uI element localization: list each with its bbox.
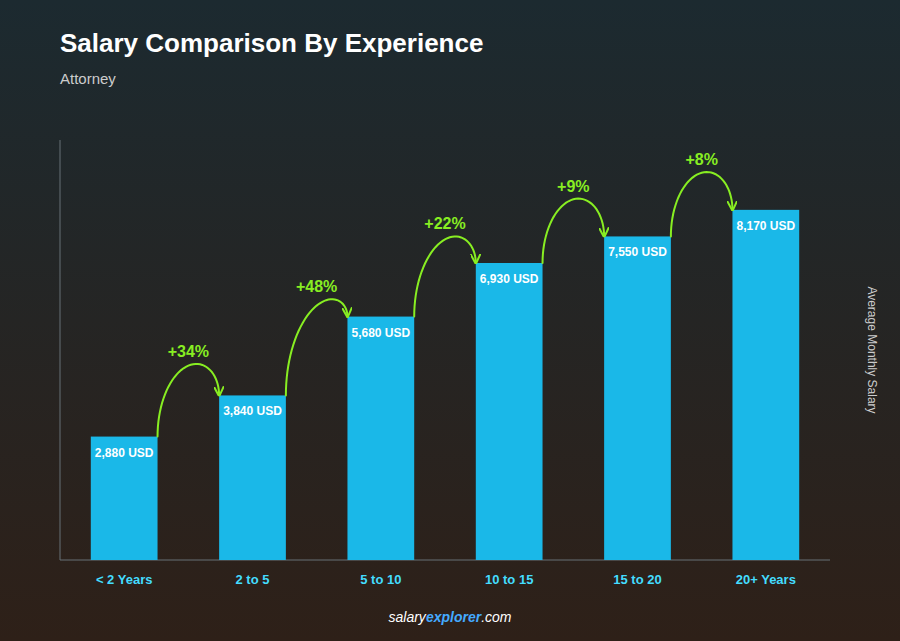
bar — [91, 437, 158, 560]
change-label: +9% — [557, 178, 589, 195]
title: Salary Comparison By Experience — [60, 28, 483, 58]
subtitle: Attorney — [60, 70, 116, 87]
bars — [91, 210, 799, 560]
x-tick-label: 2 to 5 — [236, 572, 270, 587]
footer: salaryexplorer.com — [389, 609, 512, 625]
x-tick-label: 15 to 20 — [613, 572, 661, 587]
change-label: +34% — [168, 343, 209, 360]
data-label: 6,930 USD — [480, 272, 539, 286]
bar — [347, 317, 414, 560]
change-arc — [543, 199, 605, 263]
data-label: 7,550 USD — [608, 245, 667, 259]
footer-part: .com — [481, 609, 512, 625]
x-tick-label: 10 to 15 — [485, 572, 533, 587]
y-axis-label: Average Monthly Salary — [865, 286, 879, 413]
data-label: 5,680 USD — [351, 326, 410, 340]
x-tick-label: 5 to 10 — [360, 572, 401, 587]
change-arc — [286, 299, 348, 395]
x-tick-label: 20+ Years — [736, 572, 796, 587]
change-arc — [158, 364, 220, 437]
bar — [476, 263, 543, 560]
y-axis-line — [60, 140, 61, 560]
data-label: 2,880 USD — [95, 446, 154, 460]
change-arc — [414, 237, 476, 317]
bar — [732, 210, 799, 560]
change-label: +22% — [424, 215, 465, 232]
footer-part: salary — [389, 609, 427, 625]
change-label: +48% — [296, 278, 337, 295]
chart: Salary Comparison By Experience Attorney <… — [0, 0, 900, 641]
change-label: +8% — [685, 151, 717, 168]
data-label: 3,840 USD — [223, 404, 282, 418]
change-arc — [671, 172, 733, 236]
x-tick-label: < 2 Years — [96, 572, 153, 587]
data-label: 8,170 USD — [736, 219, 795, 233]
footer-part: explorer — [426, 609, 483, 625]
bar — [219, 395, 286, 560]
background — [0, 0, 900, 641]
x-axis-line — [60, 560, 830, 561]
bar — [604, 236, 671, 560]
